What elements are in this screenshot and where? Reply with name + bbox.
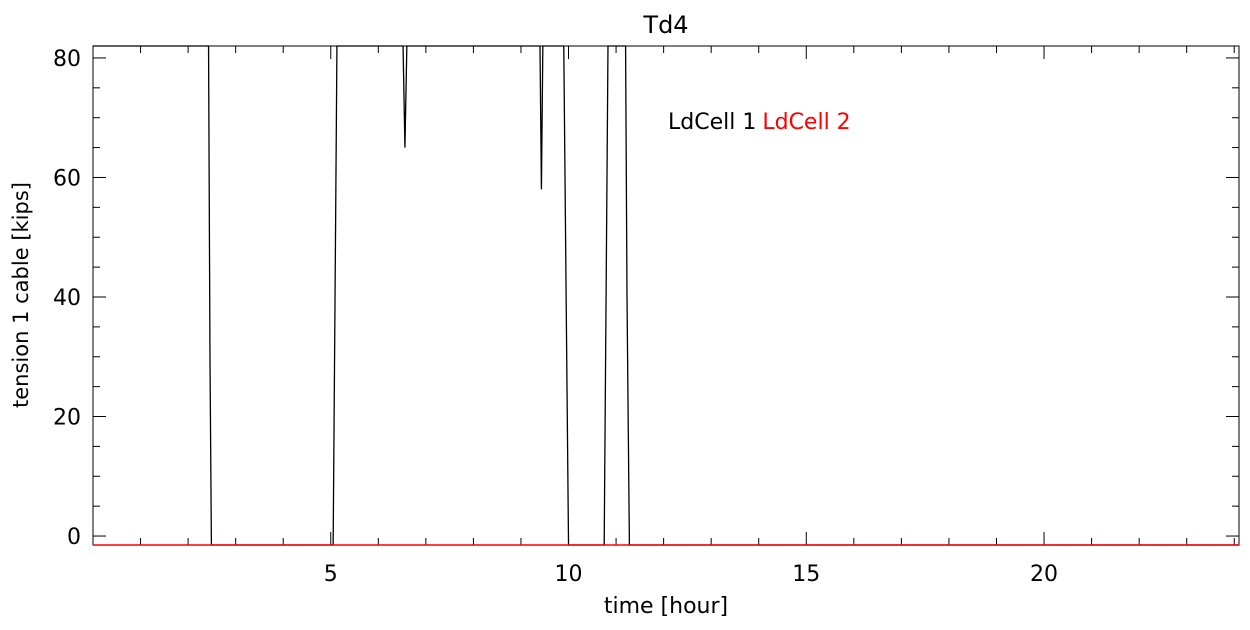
x-tick-label: 15 xyxy=(792,562,820,587)
y-axis-label: tension 1 cable [kips] xyxy=(9,182,33,408)
x-axis-label: time [hour] xyxy=(604,594,728,619)
y-tick-label: 20 xyxy=(53,406,81,431)
plot-frame xyxy=(92,45,1240,546)
chart-title: Td4 xyxy=(642,11,688,39)
y-tick-label: 40 xyxy=(53,286,81,311)
y-tick-label: 0 xyxy=(67,525,81,550)
legend-label-2: LdCell 2 xyxy=(762,110,850,135)
x-tick-label: 20 xyxy=(1030,562,1058,587)
plot-area: 5 10 15 20 0 20 40 60 80 LdCell 1 LdCell 2 xyxy=(53,45,1240,587)
x-tick-label: 5 xyxy=(324,562,338,587)
y-tick-label: 80 xyxy=(53,47,81,72)
legend-label-1: LdCell 1 xyxy=(668,110,756,135)
y-tick-label: 60 xyxy=(53,166,81,191)
x-tick-label: 10 xyxy=(555,562,583,587)
series-line-1 xyxy=(93,45,1239,546)
